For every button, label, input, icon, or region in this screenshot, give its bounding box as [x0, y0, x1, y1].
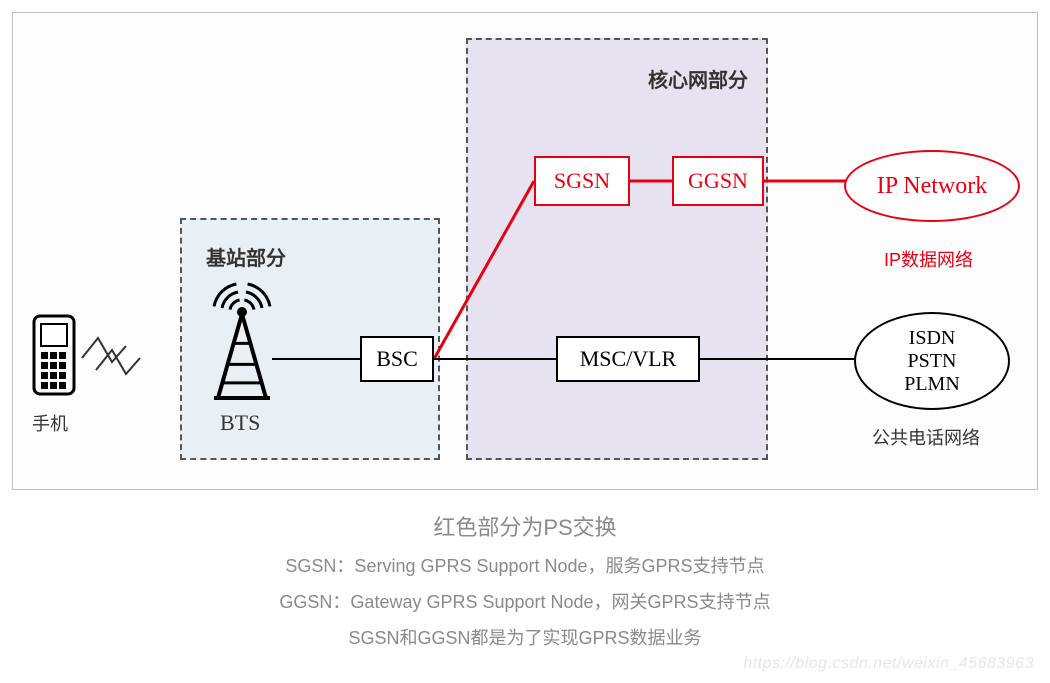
node-mscvlr-label: MSC/VLR — [580, 346, 677, 372]
caption-line-3: SGSN和GGSN都是为了实现GPRS数据业务 — [0, 624, 1050, 650]
edge-bsc-sgsn — [434, 181, 534, 359]
ip-network-sublabel: IP数据网络 — [884, 246, 973, 272]
node-bsc: BSC — [360, 336, 434, 382]
radio-link-icon — [96, 350, 140, 374]
node-bsc-label: BSC — [376, 346, 418, 372]
diagram-canvas: 基站部分 核心网部分 BSC SGSN GGSN MSC/VLR IP Netw… — [0, 0, 1050, 683]
caption-area: 红色部分为PS交换 SGSN：Serving GPRS Support Node… — [0, 500, 1050, 660]
node-ggsn: GGSN — [672, 156, 764, 206]
bts-label: BTS — [220, 410, 260, 436]
node-sgsn-label: SGSN — [554, 168, 610, 194]
node-ip-network: IP Network — [844, 150, 1020, 222]
bts-tower-icon — [214, 284, 270, 398]
caption-line-1: SGSN：Serving GPRS Support Node，服务GPRS支持节… — [0, 552, 1050, 578]
pstn-sublabel: 公共电话网络 — [872, 424, 980, 450]
node-pstn: ISDN PSTN PLMN — [854, 312, 1010, 410]
watermark: https://blog.csdn.net/weixin_45683963 — [743, 655, 1034, 673]
pstn-line-1: ISDN — [904, 327, 960, 350]
phone-label: 手机 — [32, 410, 68, 436]
phone-icon — [34, 316, 74, 394]
pstn-line-2: PSTN — [904, 350, 960, 373]
caption-line-2: GGSN：Gateway GPRS Support Node，网关GPRS支持节… — [0, 588, 1050, 614]
pstn-line-3: PLMN — [904, 373, 960, 396]
node-ggsn-label: GGSN — [688, 168, 748, 194]
node-ip-network-label: IP Network — [877, 173, 987, 200]
caption-title: 红色部分为PS交换 — [0, 510, 1050, 542]
node-mscvlr: MSC/VLR — [556, 336, 700, 382]
node-sgsn: SGSN — [534, 156, 630, 206]
